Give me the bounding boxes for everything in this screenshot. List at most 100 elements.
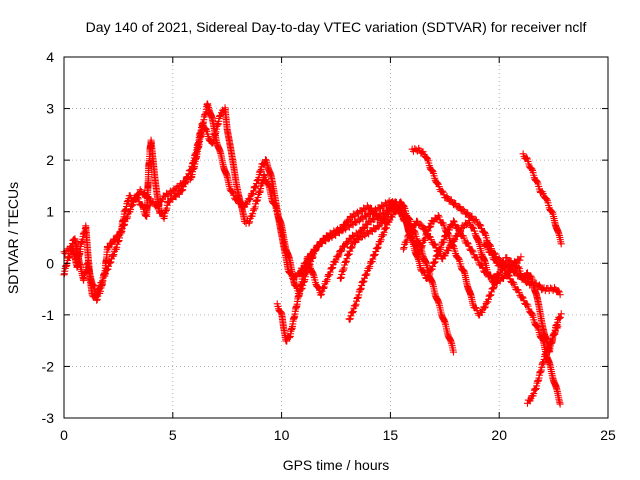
data-point [247,191,255,199]
series-track-mid-4 [399,216,525,287]
data-point [525,396,533,404]
data-point [440,236,448,244]
data-point [460,234,468,242]
data-point [418,243,426,251]
data-point [477,261,485,269]
data-point [447,242,455,250]
data-point [324,272,332,280]
data-point [486,271,494,279]
series-track-late-2 [480,240,564,408]
y-axis-label: SDTVAR / TECUs [5,182,21,294]
data-point [469,223,477,231]
data-point [528,165,536,173]
data-point [317,290,325,298]
data-point [460,267,468,275]
data-point [349,307,357,315]
data-point [415,249,423,257]
x-tick-label: 0 [60,427,68,443]
data-point [323,276,331,284]
data-point [481,303,489,311]
data-point [366,259,374,267]
data-point [474,256,482,264]
data-point [360,277,368,285]
data-point [308,251,316,259]
data-point [380,228,388,236]
y-tick-label: 2 [46,152,54,168]
data-point [430,240,438,248]
data-point [388,213,396,221]
y-tick-label: 0 [46,255,54,271]
data-point [557,240,565,248]
data-point [418,242,426,250]
y-tick-label: 1 [46,204,54,220]
x-tick-label: 10 [274,427,290,443]
data-point [349,309,357,317]
data-point [102,270,110,278]
data-point [246,218,254,226]
data-point [412,242,420,250]
data-point [96,285,104,293]
data-point [530,390,538,398]
data-point [243,200,251,208]
data-point [343,255,351,263]
data-point [384,217,392,225]
data-point [371,251,379,259]
data-point [299,267,307,275]
data-point [374,243,382,251]
data-point [92,290,100,298]
data-point [450,348,458,356]
data-point [127,202,135,210]
data-point [317,291,325,299]
data-point [95,286,103,294]
data-point [250,187,258,195]
y-tick-label: -3 [42,410,55,426]
data-point [389,201,397,209]
data-point [553,324,561,332]
data-point [454,254,462,262]
data-point [482,241,490,249]
chart-title: Day 140 of 2021, Sidereal Day-to-day VTE… [86,19,587,35]
data-point [417,220,425,228]
data-point [358,279,366,287]
y-tick-label: -1 [42,307,55,323]
x-tick-label: 20 [491,427,507,443]
data-point [506,257,514,265]
y-tick-label: 3 [46,101,54,117]
data-point [369,255,377,263]
data-point [438,187,446,195]
data-point [429,168,437,176]
data-point [489,285,497,293]
data-point [487,288,495,296]
data-point [300,265,308,273]
data-point [110,251,118,259]
data-point [476,221,484,229]
data-point [556,314,564,322]
data-point [382,224,390,232]
data-point [381,225,389,233]
data-point [429,262,437,270]
data-point [468,246,476,254]
data-point [431,258,439,266]
data-point [371,250,379,258]
data-point [378,219,386,227]
data-point [403,236,411,244]
data-point [434,179,442,187]
data-point [133,193,141,201]
data-point [441,233,449,241]
data-point [426,223,434,231]
data-point [434,211,442,219]
data-point [141,211,149,219]
data-point [548,335,556,343]
data-point [337,248,345,256]
data-point [377,236,385,244]
data-point [452,199,460,207]
data-point [368,205,376,213]
data-point [347,213,355,221]
data-point [107,258,115,266]
data-point [500,264,508,272]
data-point [398,212,406,220]
data-point [331,258,339,266]
series-track-late-4 [523,322,562,407]
data-point [459,205,467,213]
data-point [340,243,348,251]
